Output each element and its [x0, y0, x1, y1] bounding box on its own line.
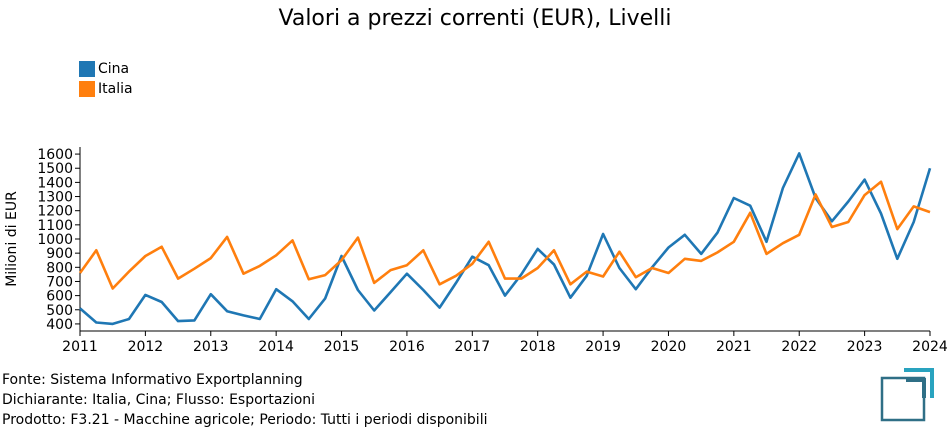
- x-tick-label: 2015: [324, 339, 360, 355]
- y-tick-label: 1000: [37, 232, 73, 248]
- x-tick-label: 2018: [520, 339, 556, 355]
- y-tick-label: 1200: [37, 204, 73, 220]
- y-tick-label: 1600: [37, 147, 73, 163]
- logo-arrow-outer: [904, 368, 934, 398]
- footer-product: Prodotto: F3.21 - Macchine agricole; Per…: [2, 412, 488, 428]
- footer-declarant: Dichiarante: Italia, Cina; Flusso: Espor…: [2, 392, 316, 408]
- y-tick-label: 1300: [37, 190, 73, 206]
- y-tick-label: 900: [46, 246, 73, 262]
- y-tick-label: 500: [46, 303, 73, 319]
- x-tick-label: 2017: [454, 339, 490, 355]
- series-line-italia: [78, 180, 931, 290]
- series-line-cina: [79, 152, 932, 326]
- logo-box: [880, 376, 926, 422]
- x-tick-label: 2020: [651, 339, 687, 355]
- y-tick-label: 400: [46, 317, 73, 333]
- x-tick-label: 2011: [62, 339, 98, 355]
- y-axis-label: Milioni di EUR: [4, 191, 20, 287]
- legend-swatch-italia: [79, 81, 95, 97]
- x-tick-label: 2014: [258, 339, 294, 355]
- legend-item-cina: Cina: [79, 59, 133, 79]
- x-tick-label: 2024: [912, 339, 948, 355]
- y-tick-label: 1100: [37, 218, 73, 234]
- line-chart: 4005006007008009001000110012001300140015…: [4, 147, 948, 355]
- legend-swatch-cina: [79, 61, 95, 77]
- x-tick-label: 2021: [716, 339, 752, 355]
- y-tick-label: 800: [46, 260, 73, 276]
- y-tick-label: 700: [46, 274, 73, 290]
- x-tick-label: 2023: [847, 339, 883, 355]
- legend-label-cina: Cina: [98, 61, 130, 77]
- x-tick-label: 2022: [781, 339, 817, 355]
- legend-label-italia: Italia: [98, 81, 133, 97]
- footer-source: Fonte: Sistema Informativo Exportplannin…: [2, 372, 303, 388]
- x-tick-label: 2019: [585, 339, 621, 355]
- legend-item-italia: Italia: [79, 79, 133, 99]
- footer: Fonte: Sistema Informativo Exportplannin…: [2, 370, 487, 430]
- exportplanning-logo-icon: [880, 368, 934, 422]
- y-tick-label: 1500: [37, 161, 73, 177]
- x-tick-label: 2016: [389, 339, 425, 355]
- x-tick-label: 2013: [193, 339, 229, 355]
- y-tick-label: 600: [46, 289, 73, 305]
- y-tick-label: 1400: [37, 175, 73, 191]
- logo-arrow-inner: [906, 378, 926, 398]
- x-tick-label: 2012: [128, 339, 164, 355]
- legend: Cina Italia: [79, 59, 133, 99]
- chart-title: Valori a prezzi correnti (EUR), Livelli: [278, 6, 672, 31]
